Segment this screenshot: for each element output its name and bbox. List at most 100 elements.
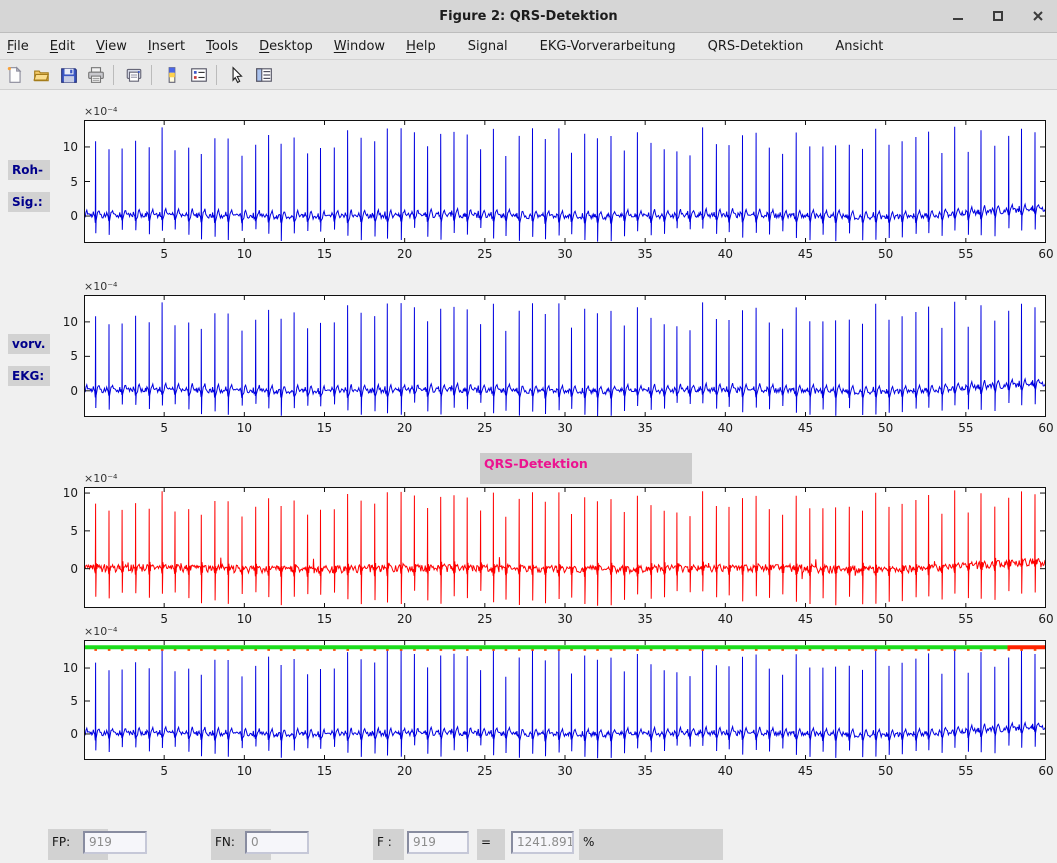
x-tick-label: 45 (789, 421, 823, 435)
y-axis-scale-label: ×10⁻⁴ (84, 105, 117, 118)
open-folder-icon (33, 66, 51, 84)
colorbar-icon (163, 66, 181, 84)
window-controls (945, 0, 1051, 32)
insert-colorbar-button[interactable] (160, 63, 184, 87)
x-tick-label: 20 (388, 612, 422, 626)
x-tick-label: 25 (468, 612, 502, 626)
ratio-field[interactable]: 1241.891 (511, 831, 574, 854)
x-tick-label: 15 (308, 421, 342, 435)
menu-item-qrs-detektion[interactable]: QRS-Detektion (708, 35, 804, 58)
plot-detektion-overlay: 051051015202530354045505560×10⁻⁴ (84, 640, 1046, 760)
qrs-detektion-signal-canvas (84, 487, 1046, 608)
new-document-icon (6, 66, 24, 84)
insert-legend-button[interactable] (187, 63, 211, 87)
y-axis-scale-label: ×10⁻⁴ (84, 472, 117, 485)
titlebar: Figure 2: QRS-Detektion (0, 0, 1057, 33)
equals-label: = (477, 829, 505, 860)
y-tick-label: 0 (50, 562, 78, 576)
y-tick-label: 0 (50, 384, 78, 398)
y-tick-label: 0 (50, 727, 78, 741)
fp-field[interactable]: 919 (83, 831, 147, 854)
save-figure-button[interactable] (57, 63, 81, 87)
x-tick-label: 20 (388, 247, 422, 261)
print-preview-button[interactable] (122, 63, 146, 87)
x-tick-label: 5 (147, 612, 181, 626)
f-field[interactable]: 919 (407, 831, 469, 854)
x-tick-label: 25 (468, 421, 502, 435)
x-tick-label: 35 (628, 421, 662, 435)
menu-item-tools[interactable]: Tools (206, 35, 238, 58)
x-tick-label: 60 (1029, 612, 1057, 626)
y-tick-label: 10 (50, 140, 78, 154)
x-tick-label: 15 (308, 612, 342, 626)
x-tick-label: 35 (628, 612, 662, 626)
qrs-detektion-title-box: QRS-Detektion (480, 453, 692, 484)
x-tick-label: 50 (869, 421, 903, 435)
vorv-label: vorv. (8, 334, 50, 354)
menu-item-help[interactable]: Help (406, 35, 436, 58)
y-tick-label: 10 (50, 315, 78, 329)
open-file-button[interactable] (30, 63, 54, 87)
print-preview-icon (125, 66, 143, 84)
vorverarbeitetes-ekg-canvas (84, 295, 1046, 417)
menu-item-desktop[interactable]: Desktop (259, 35, 313, 58)
x-tick-label: 40 (708, 421, 742, 435)
printer-icon (87, 66, 105, 84)
fn-field[interactable]: 0 (245, 831, 309, 854)
ekg-label: EKG: (8, 366, 50, 386)
x-tick-label: 30 (548, 247, 582, 261)
x-tick-label: 30 (548, 421, 582, 435)
sig-label: Sig.: (8, 192, 50, 212)
plot-roh-signal: 051051015202530354045505560×10⁻⁴ (84, 120, 1046, 243)
x-tick-label: 35 (628, 764, 662, 778)
percent-label: % (579, 829, 723, 860)
maximize-button[interactable] (985, 3, 1011, 29)
x-tick-label: 55 (949, 247, 983, 261)
x-tick-label: 10 (227, 612, 261, 626)
new-figure-button[interactable] (3, 63, 27, 87)
menu-item-ansicht[interactable]: Ansicht (835, 35, 883, 58)
x-tick-label: 50 (869, 247, 903, 261)
x-tick-label: 5 (147, 421, 181, 435)
x-tick-label: 40 (708, 764, 742, 778)
maximize-icon (991, 9, 1005, 23)
x-tick-label: 45 (789, 764, 823, 778)
x-tick-label: 40 (708, 247, 742, 261)
minimize-button[interactable] (945, 3, 971, 29)
x-tick-label: 60 (1029, 247, 1057, 261)
minimize-icon (951, 9, 965, 23)
menu-item-window[interactable]: Window (334, 35, 385, 58)
menu-item-insert[interactable]: Insert (148, 35, 185, 58)
toolbar-separator (113, 65, 114, 85)
toolbar (0, 60, 1057, 90)
x-tick-label: 60 (1029, 421, 1057, 435)
x-tick-label: 20 (388, 421, 422, 435)
save-icon (60, 66, 78, 84)
x-tick-label: 25 (468, 247, 502, 261)
y-tick-label: 5 (50, 175, 78, 189)
legend-icon (190, 66, 208, 84)
x-tick-label: 5 (147, 764, 181, 778)
x-tick-label: 10 (227, 764, 261, 778)
x-tick-label: 55 (949, 612, 983, 626)
pointer-button[interactable] (225, 63, 249, 87)
menu-item-signal[interactable]: Signal (468, 35, 508, 58)
menu-item-ekg-vorverarbeitung[interactable]: EKG-Vorverarbeitung (540, 35, 676, 58)
x-tick-label: 35 (628, 247, 662, 261)
x-tick-label: 5 (147, 247, 181, 261)
close-icon (1031, 9, 1045, 23)
y-tick-label: 0 (50, 209, 78, 223)
property-editor-button[interactable] (252, 63, 276, 87)
x-tick-label: 25 (468, 764, 502, 778)
x-tick-label: 55 (949, 421, 983, 435)
x-tick-label: 10 (227, 421, 261, 435)
print-figure-button[interactable] (84, 63, 108, 87)
plot-qrs-detektion: 051051015202530354045505560×10⁻⁴ (84, 487, 1046, 608)
menu-item-file[interactable]: File (7, 35, 29, 58)
close-button[interactable] (1025, 3, 1051, 29)
toolbar-separator (216, 65, 217, 85)
y-axis-scale-label: ×10⁻⁴ (84, 625, 117, 638)
menu-item-view[interactable]: View (96, 35, 127, 58)
f-label: F : (373, 829, 404, 860)
menu-item-edit[interactable]: Edit (50, 35, 75, 58)
